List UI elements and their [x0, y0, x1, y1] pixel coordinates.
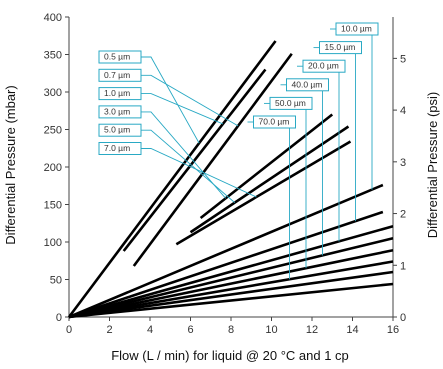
series-line — [67, 40, 277, 318]
callout-label: 50.0 µm — [275, 98, 306, 108]
y-tick-label: 400 — [44, 12, 62, 24]
callout-label: 0.7 µm — [104, 70, 130, 80]
callout-label-box — [253, 115, 296, 129]
y-tick-label: 350 — [44, 50, 62, 62]
callout-leader — [141, 129, 236, 203]
callout-label: 1.0 µm — [104, 88, 130, 98]
y2-tick-label: 1 — [400, 260, 406, 272]
series-line — [68, 248, 394, 319]
callout-label-box — [98, 68, 142, 82]
y-tick-label: 150 — [44, 200, 62, 212]
x-tick-label: 0 — [66, 324, 72, 336]
callout-label-box — [335, 22, 379, 36]
series-line — [68, 260, 394, 319]
y-tick-label: 200 — [44, 162, 62, 174]
y2-tick-label: 3 — [400, 157, 406, 169]
y-tick-label: 250 — [44, 125, 62, 137]
callout-label: 70.0 µm — [259, 117, 290, 127]
callout-label: 15.0 µm — [325, 42, 356, 52]
callout-leader — [141, 148, 257, 198]
series-line — [175, 140, 352, 246]
callout-leader — [141, 74, 239, 127]
callout-label-box — [98, 123, 142, 137]
y-axis-title: Differential Pressure (mbar) — [3, 85, 18, 244]
callout-label: 5.0 µm — [104, 125, 130, 135]
y-tick-label: 300 — [44, 87, 62, 99]
callout-leader — [141, 111, 226, 199]
series-line — [68, 282, 394, 319]
callout-label-box — [302, 59, 346, 73]
x-tick-label: 14 — [346, 324, 358, 336]
callout-label-box — [269, 96, 313, 110]
series-line — [68, 224, 394, 319]
callout-label-box — [98, 105, 142, 119]
callout-label: 3.0 µm — [104, 106, 130, 116]
callout-label-box — [98, 87, 142, 101]
callout-label: 7.0 µm — [104, 143, 130, 153]
callout-leader — [141, 93, 224, 125]
callout-label-box — [286, 78, 329, 92]
callout-label-box — [319, 41, 362, 55]
x-axis-title: Flow (L / min) for liquid @ 20 °C and 1 … — [111, 348, 349, 363]
x-tick-label: 12 — [306, 324, 318, 336]
callouts: 0.5 µm 0.7 µm 1.0 µm 3.0 µm 5.0 µm 7.0 µm 10.0… — [98, 22, 379, 280]
series-line — [189, 125, 350, 234]
y-tick-label: 50 — [50, 275, 62, 287]
x-tick-label: 10 — [265, 324, 277, 336]
y2-axis-title: Differential Pressure (psi) — [425, 92, 440, 238]
x-tick-label: 4 — [147, 324, 153, 336]
y-tick-label: 100 — [44, 237, 62, 249]
x-tick-label: 16 — [387, 324, 399, 336]
series-line — [199, 113, 334, 220]
callout-label: 20.0 µm — [308, 61, 339, 71]
series-lines — [67, 40, 394, 319]
series-line — [68, 183, 384, 319]
y2-tick-label: 4 — [400, 105, 406, 117]
callout-label: 10.0 µm — [341, 24, 372, 34]
x-tick-label: 8 — [228, 324, 234, 336]
series-line — [132, 52, 293, 267]
y2-tick-label: 0 — [400, 312, 406, 324]
callout-leader — [141, 56, 200, 144]
x-tick-label: 2 — [106, 324, 112, 336]
callout-label-box — [98, 142, 142, 155]
series-line — [68, 236, 394, 319]
y-tick-label: 0 — [56, 312, 62, 324]
callout-label: 40.0 µm — [292, 79, 323, 89]
series-line — [68, 210, 384, 319]
y2-tick-label: 5 — [400, 53, 406, 65]
callout-label: 0.5 µm — [104, 52, 130, 62]
y2-tick-label: 2 — [400, 209, 406, 221]
series-line — [68, 270, 394, 319]
series-line — [122, 68, 267, 252]
callout-label-box — [98, 50, 142, 64]
x-tick-label: 6 — [187, 324, 193, 336]
